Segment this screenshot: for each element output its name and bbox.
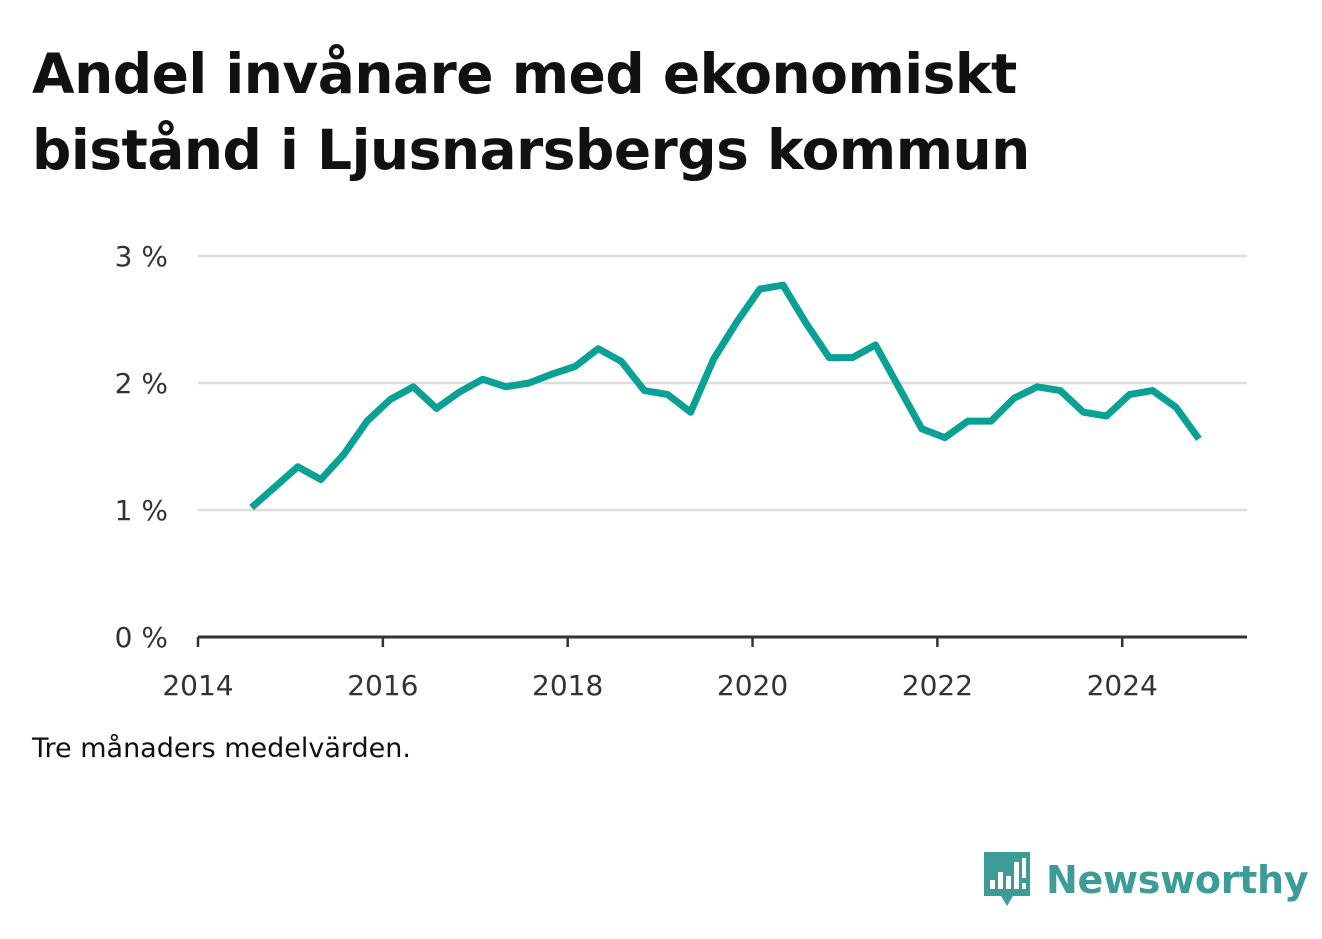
line-chart: 0 % 1 % 2 % 3 % 2014 2016 2018 2020 2022 2024 (115, 240, 1247, 702)
x-tick-label: 2016 (347, 669, 418, 702)
y-tick-label: 2 % (115, 367, 168, 400)
x-axis-tick-labels: 2014 2016 2018 2020 2022 2024 (162, 669, 1157, 702)
brand-name: Newsworthy (1046, 858, 1309, 902)
chart-title: Andel invånare med ekonomiskt bistånd i … (32, 42, 1030, 182)
y-axis-tick-labels: 0 % 1 % 2 % 3 % (115, 240, 168, 654)
newsworthy-logo-icon (984, 852, 1030, 906)
x-tick-label: 2022 (902, 669, 973, 702)
x-tick-label: 2024 (1087, 669, 1158, 702)
x-tick-label: 2014 (162, 669, 233, 702)
x-tick-label: 2020 (717, 669, 788, 702)
x-axis-tick-marks (196, 637, 1124, 647)
y-tick-label: 3 % (115, 240, 168, 273)
newsworthy-brand: Newsworthy (982, 850, 1309, 910)
series-line (249, 281, 1202, 511)
y-tick-label: 1 % (115, 494, 168, 527)
grid-lines (198, 254, 1247, 512)
chart-note: Tre månaders medelvärden. (32, 733, 411, 764)
series-lines (249, 281, 1202, 511)
y-tick-label: 0 % (115, 621, 168, 654)
x-tick-label: 2018 (532, 669, 603, 702)
